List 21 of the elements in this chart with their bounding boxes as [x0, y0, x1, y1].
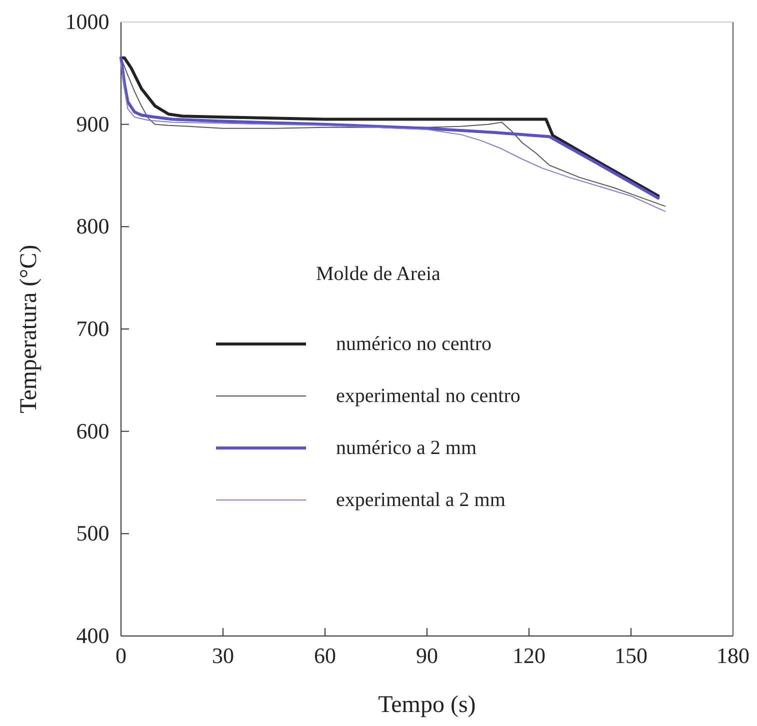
legend-label: numérico no centro	[336, 333, 492, 355]
y-tick-label: 600	[76, 418, 110, 444]
x-axis-title: Tempo (s)	[378, 692, 476, 718]
x-tick-label: 120	[512, 643, 546, 668]
y-tick-label: 500	[76, 520, 110, 546]
legend-label: experimental no centro	[336, 385, 520, 407]
y-axis-title: Temperatura (°C)	[16, 244, 42, 414]
y-tick-label: 700	[76, 316, 110, 342]
y-tick-label: 400	[76, 623, 110, 648]
y-tick-label: 1000	[65, 9, 110, 34]
legend-label: numérico a 2 mm	[336, 437, 477, 459]
x-tick-label: 60	[314, 643, 336, 668]
legend-title: Molde de Areia	[316, 263, 441, 285]
legend-label: experimental a 2 mm	[336, 489, 506, 511]
x-tick-label: 180	[716, 643, 750, 668]
x-tick-label: 0	[116, 643, 126, 668]
y-tick-label: 900	[76, 111, 110, 136]
x-tick-label: 30	[212, 643, 234, 668]
y-tick-label: 800	[76, 214, 110, 239]
x-tick-label: 90	[416, 643, 438, 668]
x-tick-label: 150	[614, 643, 648, 668]
